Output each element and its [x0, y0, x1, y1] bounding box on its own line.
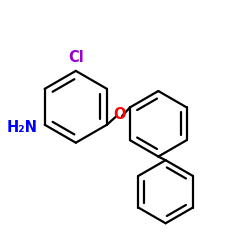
Text: Cl: Cl	[68, 50, 84, 65]
Text: H₂N: H₂N	[6, 120, 38, 135]
Text: O: O	[113, 107, 126, 122]
